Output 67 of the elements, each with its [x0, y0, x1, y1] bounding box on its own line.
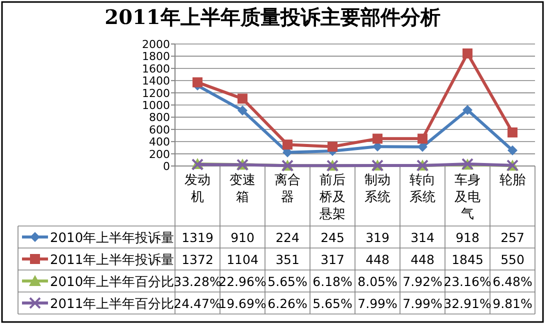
x-tick-label: 制动系统 — [364, 173, 390, 205]
y-tick-label: 2000 — [142, 38, 170, 51]
data-label: 9.81% — [492, 296, 532, 311]
point — [462, 48, 472, 58]
y-tick-label: 0 — [163, 160, 170, 173]
data-label: 7.99% — [402, 296, 442, 311]
data-label: 1372 — [182, 252, 214, 267]
x-tick-label: 发动机 — [184, 173, 210, 205]
data-label: 32.91% — [444, 296, 492, 311]
point — [508, 145, 518, 156]
data-label: 317 — [320, 252, 344, 267]
data-label: 1845 — [452, 252, 484, 267]
x-tick-label: 转向系统 — [410, 173, 436, 205]
legend-label: 2010年上半年百分比 — [50, 275, 174, 290]
data-label: 550 — [500, 252, 524, 267]
y-tick-label: 800 — [149, 111, 170, 124]
data-label: 1319 — [182, 230, 214, 245]
point — [508, 127, 518, 138]
legend-label: 2011年上半年投诉量 — [50, 253, 174, 268]
data-label: 224 — [276, 230, 300, 245]
y-tick-label: 400 — [149, 136, 170, 149]
point — [462, 105, 472, 115]
x-tick-label: 前后桥及悬架 — [318, 173, 346, 222]
data-label: 24.47% — [174, 296, 222, 311]
data-label: 7.92% — [402, 274, 442, 289]
data-label: 23.16% — [444, 274, 492, 289]
data-label: 448 — [410, 252, 434, 267]
data-label: 1104 — [226, 252, 258, 267]
data-label: 918 — [456, 230, 480, 245]
point — [192, 77, 202, 88]
data-label: 33.28% — [174, 274, 222, 289]
data-label: 6.26% — [268, 296, 308, 311]
legend-label: 2010年上半年投诉量 — [50, 231, 174, 246]
point — [282, 140, 292, 150]
point — [328, 142, 338, 152]
data-label: 6.18% — [312, 274, 352, 289]
y-tick-label: 1000 — [142, 99, 170, 112]
point — [372, 134, 382, 144]
data-label: 351 — [276, 252, 300, 267]
x-tick-label: 变速箱 — [230, 173, 256, 205]
data-label: 22.96% — [218, 274, 266, 289]
y-tick-label: 1400 — [142, 74, 170, 88]
legend-label: 2011年上半年百分比 — [50, 297, 174, 312]
x-tick-label: 车身及电气 — [454, 173, 480, 222]
data-label: 257 — [500, 230, 524, 245]
data-label: 7.99% — [358, 296, 398, 311]
data-label: 8.05% — [358, 274, 398, 289]
point — [238, 105, 248, 116]
chart-title: 2011年上半年质量投诉主要部件分析 — [104, 5, 440, 29]
y-tick-label: 200 — [149, 148, 170, 161]
y-tick-label: 1800 — [142, 50, 170, 64]
data-label: 448 — [366, 252, 390, 267]
point — [238, 94, 248, 104]
x-tick-label: 离合器 — [274, 172, 300, 205]
x-tick-label: 轮胎 — [500, 173, 526, 188]
data-label: 5.65% — [268, 274, 308, 289]
y-tick-label: 600 — [149, 123, 170, 136]
data-label: 6.48% — [492, 274, 532, 289]
data-label: 245 — [320, 230, 344, 245]
data-label: 314 — [410, 230, 434, 245]
y-tick-label: 1200 — [142, 86, 170, 100]
data-label: 5.65% — [312, 296, 352, 311]
point — [418, 134, 428, 144]
data-label: 19.69% — [218, 296, 266, 311]
data-label: 910 — [230, 230, 254, 245]
y-tick-label: 1600 — [142, 62, 170, 76]
data-label: 319 — [366, 230, 390, 245]
